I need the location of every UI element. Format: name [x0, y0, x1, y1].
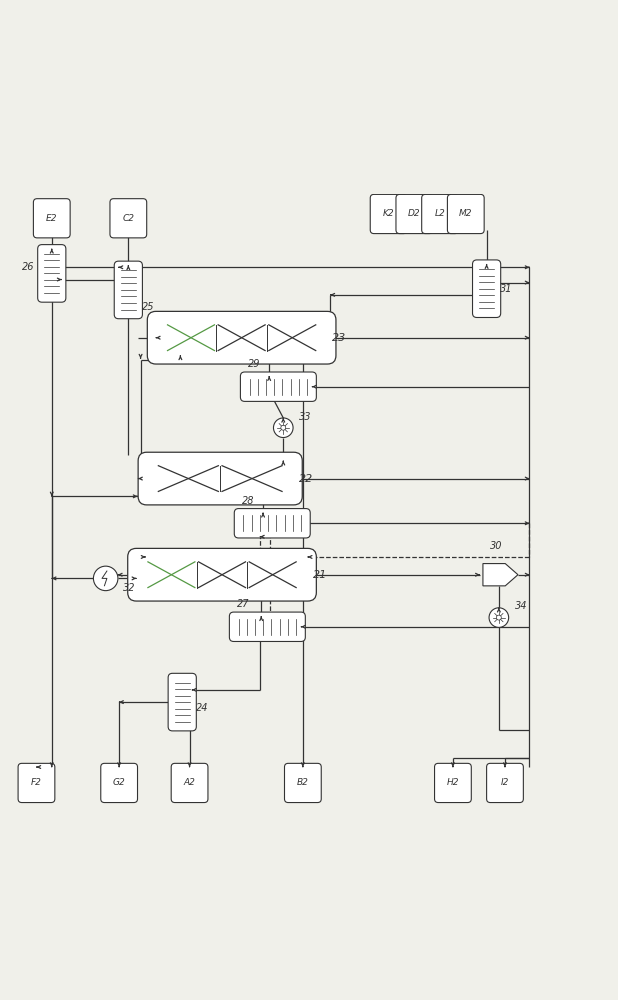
Text: B2: B2	[297, 778, 309, 787]
FancyBboxPatch shape	[168, 673, 197, 731]
Text: H2: H2	[447, 778, 459, 787]
Text: L2: L2	[434, 209, 446, 218]
FancyBboxPatch shape	[370, 194, 407, 234]
Text: 33: 33	[299, 412, 311, 422]
Circle shape	[496, 615, 501, 620]
FancyBboxPatch shape	[33, 199, 70, 238]
Text: 30: 30	[490, 541, 502, 551]
Text: K2: K2	[383, 209, 394, 218]
Text: 31: 31	[500, 284, 512, 294]
Circle shape	[281, 425, 286, 430]
Text: 26: 26	[22, 262, 35, 272]
Circle shape	[489, 608, 509, 627]
FancyBboxPatch shape	[486, 763, 523, 803]
FancyBboxPatch shape	[473, 260, 501, 317]
Text: 32: 32	[123, 583, 135, 593]
Text: G2: G2	[112, 778, 125, 787]
Text: 29: 29	[248, 359, 260, 369]
FancyBboxPatch shape	[229, 612, 305, 641]
FancyBboxPatch shape	[421, 194, 459, 234]
Text: 23: 23	[332, 333, 347, 343]
Text: 28: 28	[242, 496, 254, 506]
Text: 21: 21	[313, 570, 327, 580]
FancyBboxPatch shape	[171, 763, 208, 803]
Text: 22: 22	[298, 474, 313, 484]
FancyBboxPatch shape	[240, 372, 316, 401]
FancyBboxPatch shape	[447, 194, 484, 234]
Text: C2: C2	[122, 214, 134, 223]
FancyBboxPatch shape	[38, 245, 66, 302]
Text: 34: 34	[515, 601, 527, 611]
FancyBboxPatch shape	[284, 763, 321, 803]
Text: D2: D2	[408, 209, 421, 218]
Circle shape	[274, 418, 293, 438]
FancyBboxPatch shape	[396, 194, 433, 234]
FancyBboxPatch shape	[101, 763, 138, 803]
FancyBboxPatch shape	[138, 452, 302, 505]
FancyBboxPatch shape	[234, 509, 310, 538]
Text: 27: 27	[237, 599, 249, 609]
FancyBboxPatch shape	[114, 261, 142, 319]
Text: A2: A2	[184, 778, 195, 787]
Text: I2: I2	[501, 778, 509, 787]
FancyBboxPatch shape	[434, 763, 472, 803]
FancyBboxPatch shape	[147, 311, 336, 364]
FancyBboxPatch shape	[18, 763, 55, 803]
Text: 25: 25	[142, 302, 154, 312]
Text: F2: F2	[31, 778, 42, 787]
Text: M2: M2	[459, 209, 473, 218]
Text: 24: 24	[196, 703, 208, 713]
Polygon shape	[483, 564, 518, 586]
Circle shape	[93, 566, 118, 591]
Text: E2: E2	[46, 214, 57, 223]
FancyBboxPatch shape	[110, 199, 146, 238]
FancyBboxPatch shape	[128, 548, 316, 601]
